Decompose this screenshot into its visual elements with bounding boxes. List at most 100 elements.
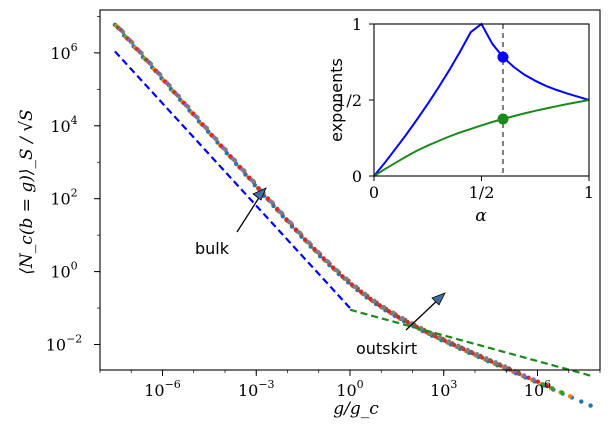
data-point (368, 296, 373, 301)
data-point (275, 206, 280, 212)
data-point (478, 353, 483, 359)
data-point (400, 316, 405, 321)
data-point (391, 310, 396, 315)
outskirt-arrow-shaft (405, 296, 442, 331)
data-point (288, 220, 293, 225)
data-point (167, 83, 172, 88)
data-point (437, 335, 442, 340)
inset-plot: 0 1/2 1 0 1/2 1 α exponents (327, 15, 594, 226)
data-point (579, 399, 584, 404)
data-point (223, 147, 228, 152)
inset-y-ticks: 0 1/2 1 (336, 15, 374, 186)
data-point (215, 140, 220, 145)
data-point (204, 125, 209, 131)
main-y-ticks: 106 104 102 100 10−2 (46, 16, 100, 355)
data-point (330, 265, 336, 270)
inset-x-tick-label: 0 (369, 183, 379, 202)
data-point (484, 356, 489, 361)
data-point (465, 347, 470, 353)
data-point (493, 360, 498, 365)
data-point (550, 386, 555, 391)
series-7 (120, 29, 508, 369)
data-point (224, 151, 229, 156)
inset-marker (497, 113, 509, 125)
data-point (284, 217, 289, 222)
data-point (344, 276, 349, 281)
y-tick-label: 104 (50, 114, 77, 136)
data-point (234, 161, 239, 167)
data-point (335, 268, 340, 273)
inset-markers (497, 51, 509, 125)
data-point (307, 240, 312, 245)
data-point (540, 382, 546, 387)
data-point (148, 61, 154, 67)
data-point (265, 196, 271, 201)
bulk-annotation: bulk (195, 187, 267, 258)
y-tick-label: 106 (50, 41, 77, 63)
outskirt-annotation: outskirt (356, 292, 446, 358)
data-point (195, 115, 200, 120)
data-point (130, 40, 135, 45)
data-point (251, 179, 256, 184)
data-point (474, 352, 480, 357)
data-point (213, 136, 219, 142)
outskirt-label: outskirt (356, 339, 417, 358)
inset-x-tick-label: 1 (584, 183, 594, 202)
data-point (363, 291, 368, 297)
data-point (516, 370, 521, 375)
data-point (377, 303, 382, 308)
data-point (381, 304, 387, 310)
data-point (312, 246, 317, 252)
data-point (588, 403, 593, 408)
data-point (409, 321, 414, 326)
data-points (112, 22, 593, 408)
data-point (297, 230, 303, 236)
inset-x-tick-label: 1/2 (469, 183, 495, 202)
data-point (502, 364, 508, 369)
bulk-guide-line (114, 50, 351, 309)
data-point (497, 362, 502, 367)
inset-y-tick-label: 1 (352, 15, 362, 34)
y-tick-label: 100 (50, 260, 77, 282)
data-point (176, 94, 182, 99)
data-point (293, 227, 298, 232)
data-point (535, 379, 540, 384)
inset-y-tick-label: 1/2 (336, 91, 362, 110)
bulk-label: bulk (195, 239, 230, 258)
main-x-axis-label: g/g_c (333, 399, 379, 419)
data-point (567, 394, 573, 399)
data-point (279, 210, 284, 215)
y-tick-label: 102 (50, 187, 77, 209)
data-point (232, 158, 237, 163)
data-point (531, 377, 536, 382)
main-y-axis-label: ⟨N_c(b = g)⟩_S / √S (17, 109, 37, 274)
data-point (559, 390, 565, 395)
data-point (325, 259, 331, 264)
data-point (469, 349, 474, 355)
x-tick-label: 100 (336, 378, 363, 400)
inset-curve-2 (373, 99, 590, 177)
data-point (316, 250, 321, 255)
x-tick-label: 10−6 (144, 378, 181, 400)
data-point (459, 345, 464, 350)
data-point (269, 200, 275, 205)
inset-y-tick-label: 0 (352, 167, 362, 186)
data-point (521, 373, 527, 378)
data-point (353, 284, 359, 289)
data-point (544, 383, 550, 388)
guide-lines (114, 50, 591, 377)
x-tick-label: 103 (430, 378, 457, 400)
data-point (302, 237, 308, 242)
data-point (450, 341, 455, 346)
data-point (241, 168, 247, 173)
data-point (349, 282, 354, 287)
data-point (158, 72, 163, 77)
x-tick-label: 106 (524, 378, 551, 400)
bulk-arrow-shaft (236, 192, 263, 233)
data-point (120, 29, 126, 35)
data-point (446, 339, 452, 344)
inset-marker (497, 51, 509, 63)
main-x-ticks: 10−6 10−3 100 103 106 (99, 370, 601, 400)
outskirt-guide-line (349, 308, 591, 377)
